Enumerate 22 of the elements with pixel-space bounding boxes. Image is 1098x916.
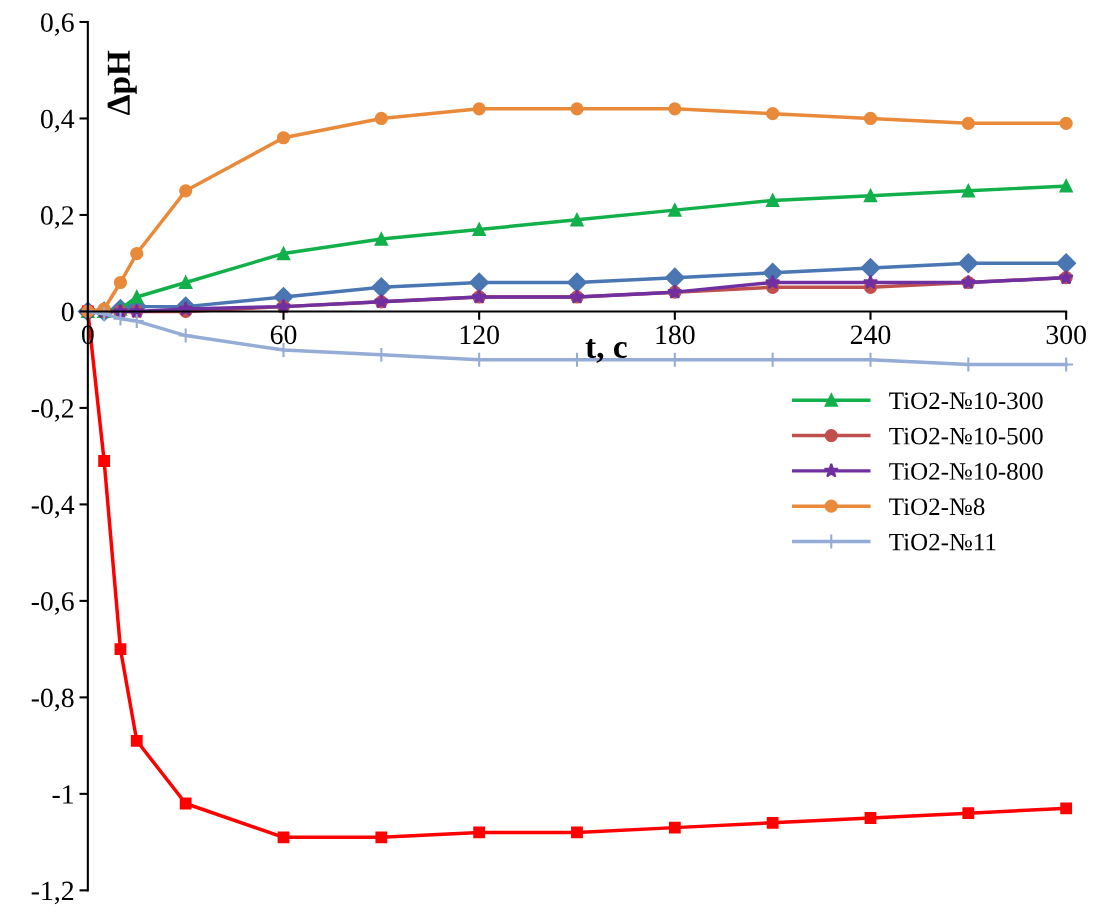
y-axis-title: ΔpH [107,50,137,115]
x-axis-title: t, c [585,338,627,363]
legend-label: TiO2-№8 [889,498,985,516]
y-tick-label: -0,4 [31,495,75,519]
legend-label: TiO2-№11 [889,533,996,551]
legend-label: TiO2-№10-500 [889,427,1043,445]
x-tick-label: 120 [460,325,499,345]
y-tick-label: -0,6 [31,592,74,615]
y-tick-label: 0,6 [40,13,74,36]
y-tick-label: 0,4 [40,109,75,133]
y-tick-label: -0,2 [31,399,74,422]
y-tick-label: -0,8 [31,688,74,712]
y-tick-label: -1 [52,785,73,804]
y-tick-label: 0,2 [40,206,74,229]
x-tick-label: 300 [1046,325,1086,345]
x-tick-label: 180 [656,325,695,345]
y-tick-label: 0 [61,302,74,322]
x-tick-label: 60 [270,325,297,345]
y-tick-label: -1,2 [31,881,74,905]
legend-label: TiO2-№10-300 [889,392,1043,410]
legend-label: TiO2-№10-800 [889,463,1043,480]
x-tick-label: 240 [850,325,891,345]
